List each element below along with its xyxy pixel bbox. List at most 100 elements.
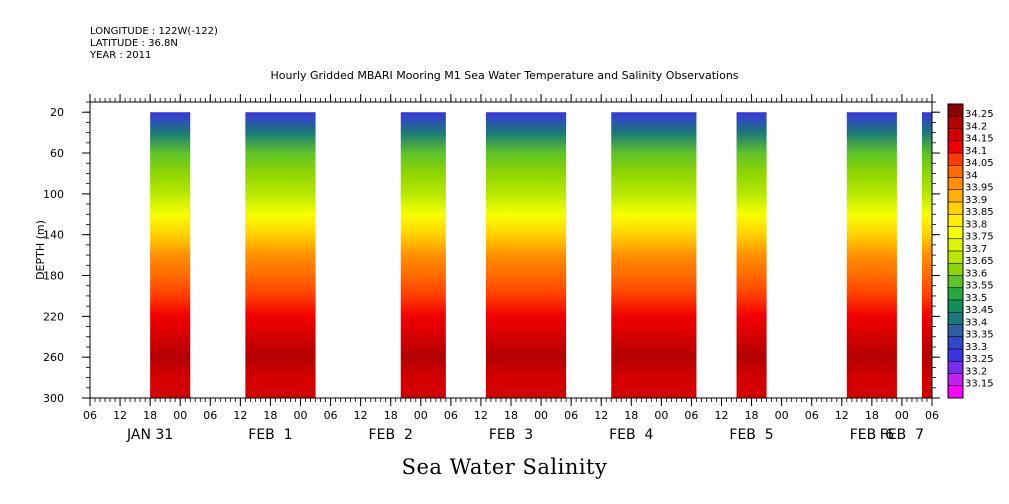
colorbar-label: 33.6 [965, 268, 987, 279]
metadata-block: LONGITUDE : 122W(-122) LATITUDE : 36.8N … [90, 26, 218, 62]
x-tick-label: 12 [594, 409, 608, 422]
data-segment-8 [921, 112, 932, 398]
colorbar-label: 33.55 [965, 281, 994, 292]
colorbar-swatch [948, 373, 963, 387]
y-tick-label: 100 [43, 188, 64, 201]
data-segment-6 [736, 112, 767, 398]
x-tick-label: 06 [925, 409, 939, 422]
x-day-label: FEB 7 [880, 427, 924, 443]
x-day-label: FEB 3 [489, 427, 533, 443]
colorbar-swatch [948, 238, 963, 252]
colorbar-swatch [948, 128, 963, 142]
x-tick-label: 00 [775, 409, 789, 422]
plot-area [150, 112, 932, 398]
colorbar-label: 33.25 [965, 354, 994, 365]
data-segment-7 [846, 112, 897, 398]
x-tick-label: 00 [534, 409, 548, 422]
x-tick-label: 12 [715, 409, 729, 422]
colorbar-label: 33.45 [965, 305, 994, 316]
colorbar-label: 33.75 [965, 232, 994, 243]
colorbar-label: 33.5 [965, 293, 987, 304]
colorbar-swatch [948, 385, 963, 399]
x-tick-label: 00 [414, 409, 428, 422]
colorbar-swatch [948, 177, 963, 191]
y-tick-label: 60 [50, 147, 64, 160]
colorbar-swatch [948, 153, 963, 166]
colorbar-label: 34.05 [965, 158, 994, 169]
x-tick-label: 00 [173, 409, 187, 422]
y-tick-label: 220 [43, 310, 64, 323]
colorbar-swatch [948, 251, 963, 264]
data-segment-4 [485, 112, 567, 398]
y-tick-label: 300 [43, 392, 64, 405]
x-tick-label: 18 [624, 409, 638, 422]
colorbar-label: 33.4 [965, 317, 987, 328]
x-tick-label: 06 [324, 409, 338, 422]
colorbar-label: 33.8 [965, 219, 987, 230]
colorbar-swatch [948, 312, 963, 325]
x-tick-label: 12 [233, 409, 247, 422]
y-tick-label: 260 [43, 351, 64, 364]
colorbar-label: 33.7 [965, 244, 987, 255]
colorbar-label: 33.35 [965, 330, 994, 341]
y-axis-label: DEPTH (m) [34, 220, 47, 280]
longitude-label: LONGITUDE : 122W(-122) [90, 26, 218, 37]
x-tick-label: 06 [805, 409, 819, 422]
data-segment-5 [611, 112, 697, 398]
latitude-label: LATITUDE : 36.8N [90, 38, 178, 49]
x-tick-label: 00 [654, 409, 668, 422]
data-segment-3 [400, 112, 446, 398]
x-tick-label: 06 [684, 409, 698, 422]
colorbar-label: 34 [965, 170, 978, 181]
x-tick-label: 06 [83, 409, 97, 422]
x-tick-label: 18 [263, 409, 277, 422]
year-label: YEAR : 2011 [90, 50, 152, 61]
colorbar-swatch [948, 275, 963, 289]
data-segment-2 [245, 112, 316, 398]
colorbar-swatch [948, 361, 963, 374]
y-tick-label: 20 [50, 106, 64, 119]
x-tick-label: 12 [474, 409, 488, 422]
x-tick-label: 06 [203, 409, 217, 422]
colorbar-swatch [948, 104, 963, 117]
colorbar-swatch [948, 116, 963, 129]
x-tick-label: 00 [895, 409, 909, 422]
colorbar-label: 33.65 [965, 256, 994, 267]
x-tick-label: 18 [745, 409, 759, 422]
x-tick-label: 18 [143, 409, 157, 422]
colorbar: 34.2534.234.1534.134.053433.9533.933.853… [947, 103, 994, 399]
colorbar-swatch [948, 165, 963, 178]
colorbar-label: 34.25 [965, 109, 994, 120]
colorbar-swatch [948, 214, 963, 227]
x-tick-label: 18 [384, 409, 398, 422]
colorbar-label: 33.15 [965, 379, 994, 390]
colorbar-swatch [948, 263, 963, 276]
x-tick-label: 12 [835, 409, 849, 422]
colorbar-swatch [948, 140, 963, 154]
x-day-label: FEB 4 [609, 427, 653, 443]
colorbar-label: 34.2 [965, 121, 987, 132]
colorbar-label: 33.85 [965, 207, 994, 218]
x-day-label: FEB 2 [369, 427, 413, 443]
x-day-label: FEB 1 [248, 427, 292, 443]
x-tick-label: 18 [865, 409, 879, 422]
colorbar-label: 34.1 [965, 146, 987, 157]
colorbar-swatch [948, 189, 963, 203]
x-day-label: FEB 6 [850, 427, 894, 443]
colorbar-label: 33.2 [965, 366, 987, 377]
x-tick-label: 18 [504, 409, 518, 422]
colorbar-swatch [948, 336, 963, 350]
x-tick-label: 12 [113, 409, 127, 422]
x-tick-label: 12 [354, 409, 368, 422]
colorbar-swatch [948, 300, 963, 313]
chart-title: Hourly Gridded MBARI Mooring M1 Sea Wate… [270, 69, 739, 82]
axes: 06 12 18 00 06 12 18 00 06 12 18 00 06 12 18 00 06 12 18 00… [34, 94, 940, 443]
x-tick-label: 06 [564, 409, 578, 422]
x-tick-label: 06 [444, 409, 458, 422]
colorbar-label: 33.95 [965, 183, 994, 194]
colorbar-swatch [948, 349, 963, 362]
y-tick-label: 140 [43, 229, 64, 242]
colorbar-label: 33.3 [965, 342, 987, 353]
variable-title: Sea Water Salinity [401, 455, 608, 479]
